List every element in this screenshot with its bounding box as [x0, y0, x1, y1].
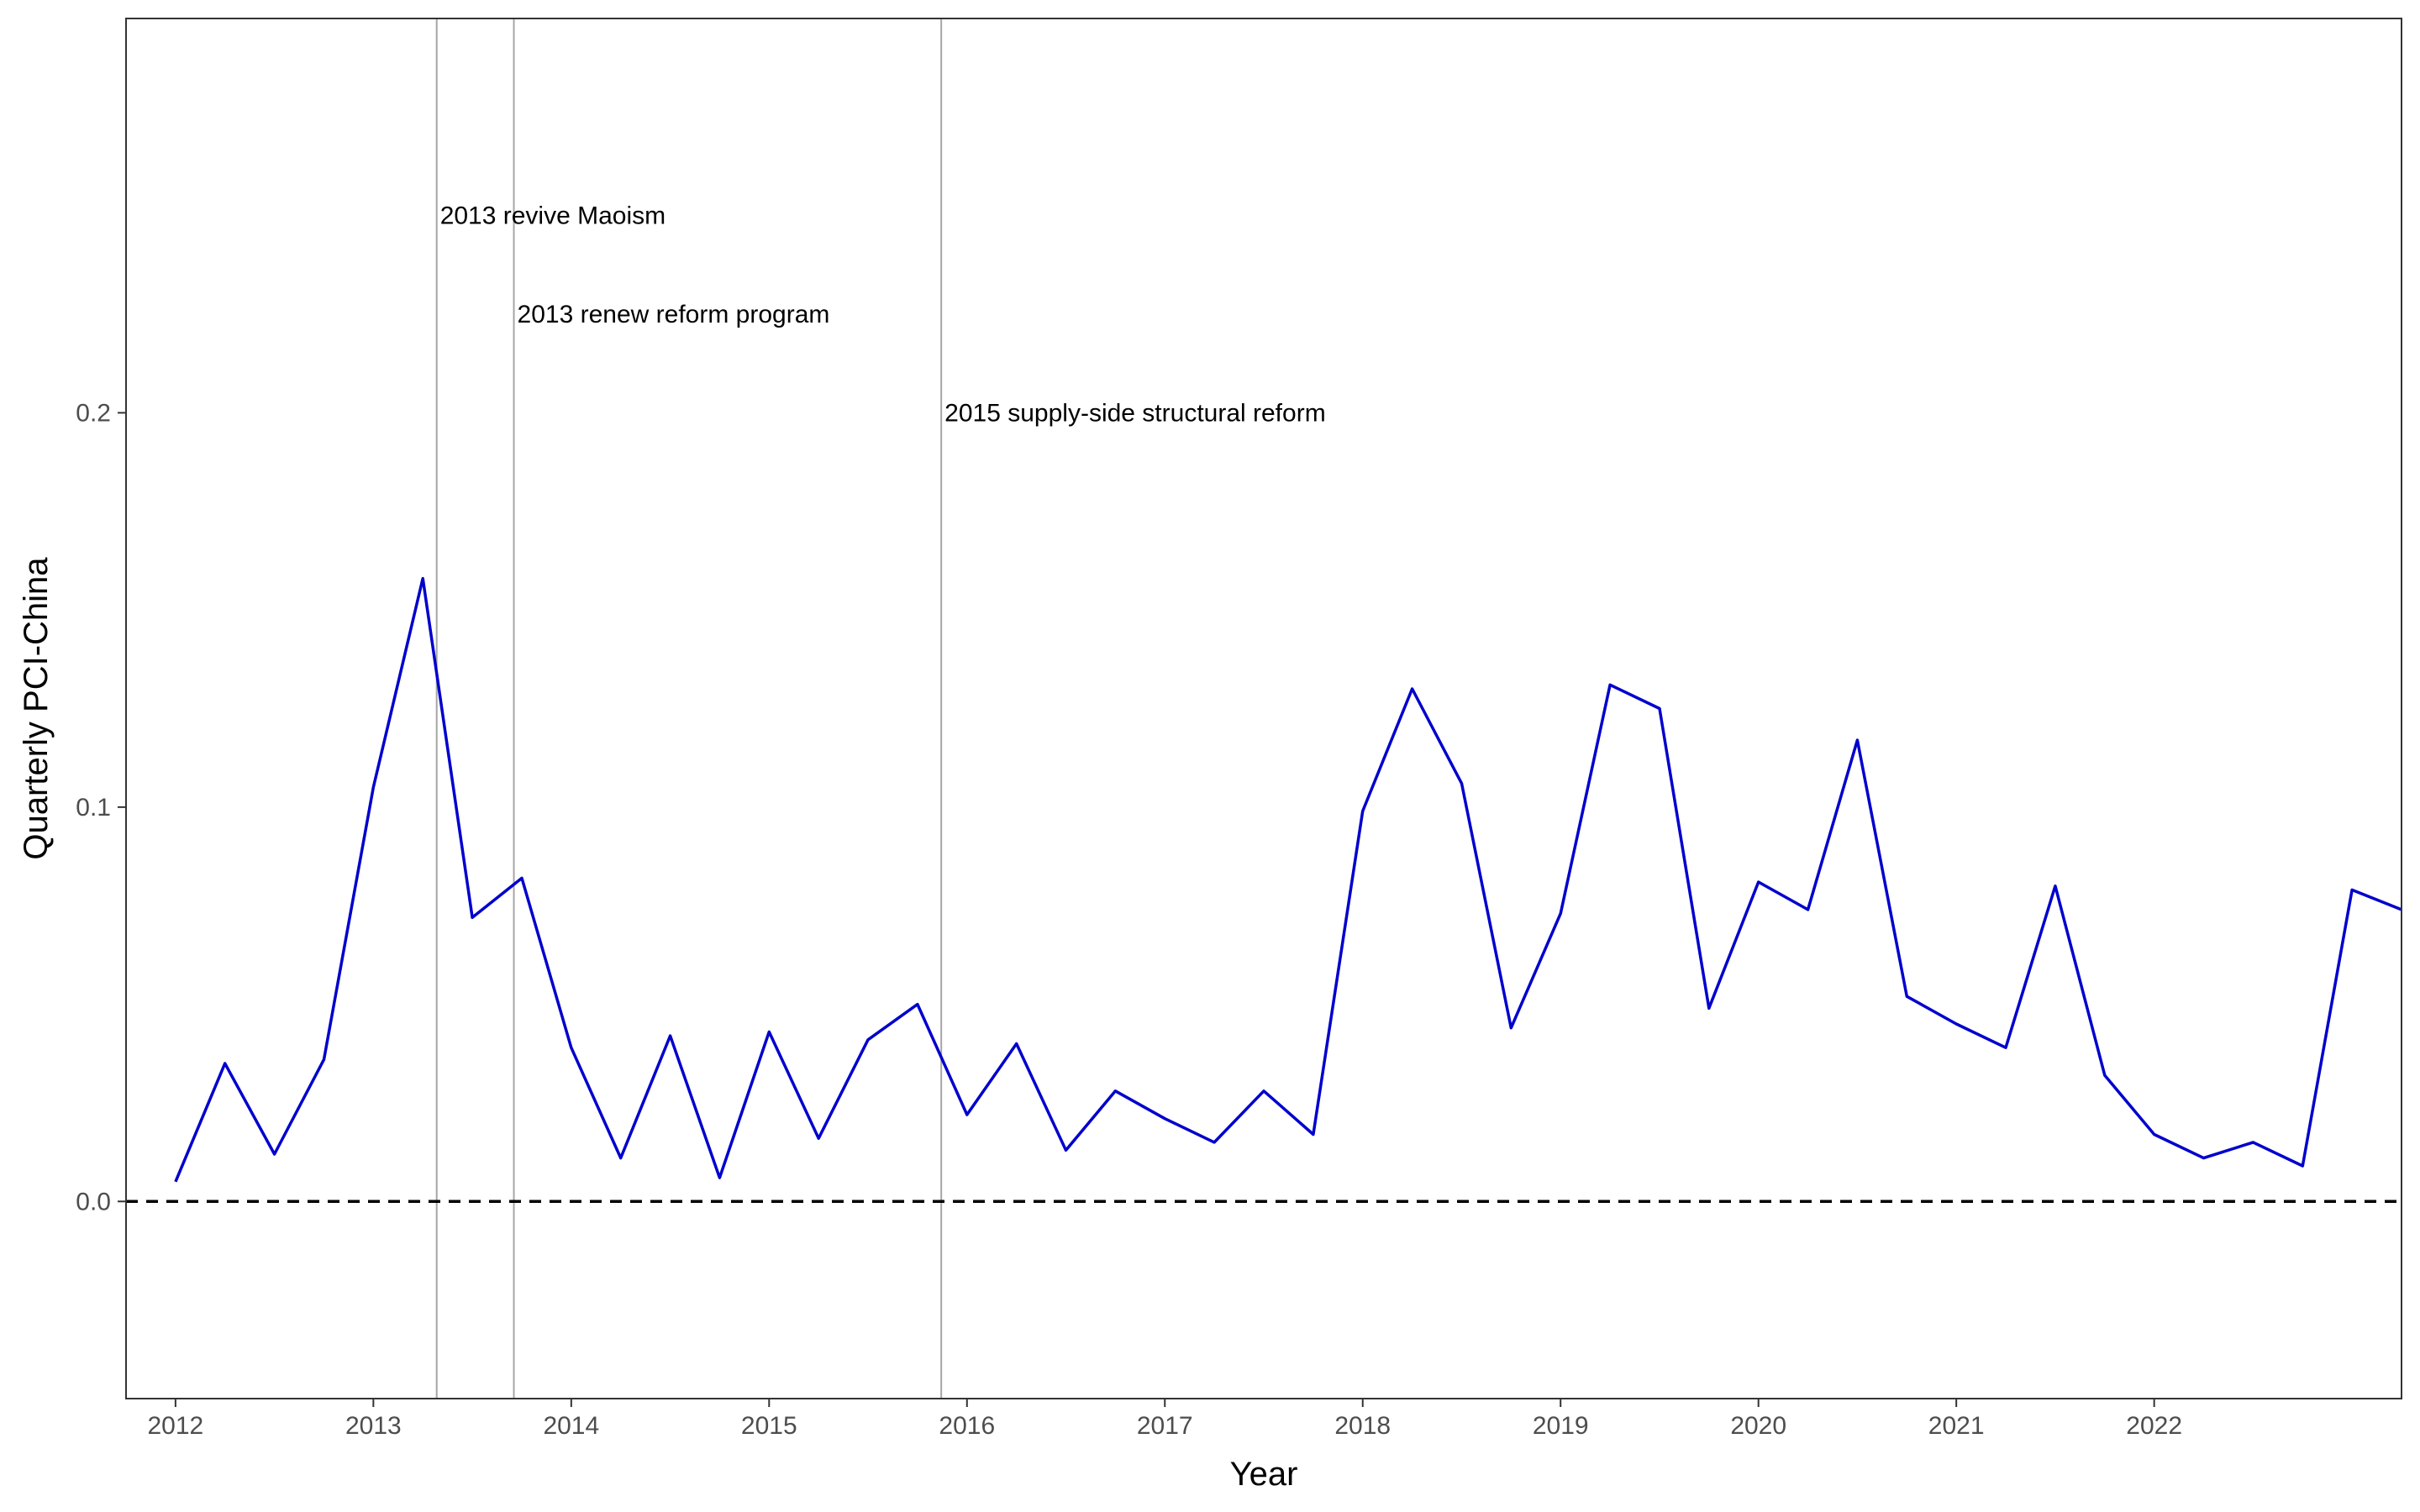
annotation-lines	[435, 18, 943, 1399]
x-tick-label: 2012	[147, 1412, 203, 1440]
series-line	[174, 576, 2402, 1183]
y-tick-label: 0.0	[76, 1188, 111, 1215]
x-tick-label: 2013	[345, 1412, 402, 1440]
x-axis-title: Year	[1230, 1456, 1298, 1493]
y-axis-ticks: 0.0 0.1 0.2	[76, 399, 126, 1215]
x-tick-label: 2021	[1928, 1412, 1985, 1440]
x-axis-ticks: 2012 2013 2014 2015 2016 2017 2018 2019 2020 2021…	[147, 1399, 2182, 1440]
x-tick-label: 2019	[1533, 1412, 1589, 1440]
x-tick-label: 2016	[939, 1412, 995, 1440]
plot-panel-border	[125, 18, 2402, 1399]
y-tick-label: 0.1	[76, 794, 111, 822]
y-axis-title: Quarterly PCI-China	[18, 557, 55, 860]
x-tick-label: 2020	[1730, 1412, 1786, 1440]
annotation-label-1: 2013 revive Maoism	[440, 202, 666, 230]
y-tick-label: 0.2	[76, 399, 111, 427]
annotation-label-2: 2013 renew reform program	[518, 301, 830, 328]
annotation-label-3: 2015 supply-side structural reform	[944, 399, 1326, 427]
x-tick-label: 2017	[1137, 1412, 1193, 1440]
x-tick-label: 2014	[543, 1412, 599, 1440]
annotation-labels: 2013 revive Maoism 2013 renew reform prog…	[440, 202, 1326, 428]
x-tick-label: 2018	[1334, 1412, 1391, 1440]
x-tick-label: 2015	[741, 1412, 797, 1440]
x-tick-label: 2022	[2126, 1412, 2182, 1440]
